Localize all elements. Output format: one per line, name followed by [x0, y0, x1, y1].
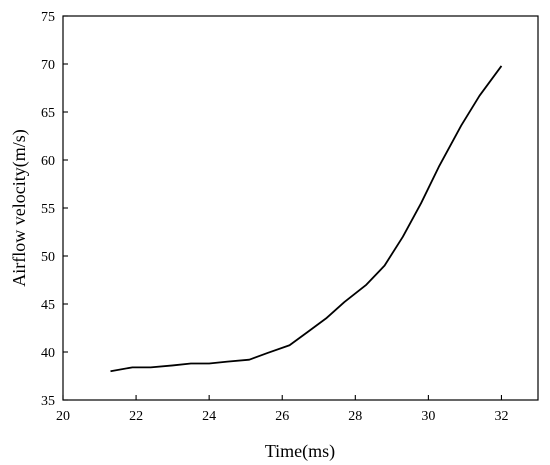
y-tick-label: 50 — [41, 250, 55, 265]
x-tick-label: 30 — [421, 409, 435, 424]
x-tick-label: 28 — [348, 409, 362, 424]
y-tick-label: 40 — [41, 346, 55, 361]
x-axis-title: Time(ms) — [265, 441, 335, 462]
series-line-0 — [110, 65, 503, 373]
x-tick-label: 20 — [56, 409, 70, 424]
plot-area — [62, 15, 539, 401]
axis-tick-labels: 20 22 24 26 28 30 32 35 40 45 50 55 60 65 70 75 — [41, 10, 508, 424]
x-tick-label: 32 — [494, 409, 508, 424]
y-tick-label: 45 — [41, 298, 55, 313]
x-tick-label: 26 — [275, 409, 289, 424]
y-tick-label: 70 — [41, 58, 55, 73]
y-tick-label: 60 — [41, 154, 55, 169]
y-tick-label: 55 — [41, 202, 55, 217]
y-tick-label: 35 — [41, 394, 55, 409]
x-tick-label: 22 — [129, 409, 143, 424]
y-tick-label: 75 — [41, 10, 55, 25]
y-axis-title: Airflow velocity(m/s) — [9, 129, 30, 286]
y-tick-label: 65 — [41, 106, 55, 121]
plot-frame — [62, 15, 539, 401]
axis-ticks — [62, 15, 503, 401]
x-tick-label: 24 — [202, 409, 216, 424]
series-group — [110, 65, 503, 373]
